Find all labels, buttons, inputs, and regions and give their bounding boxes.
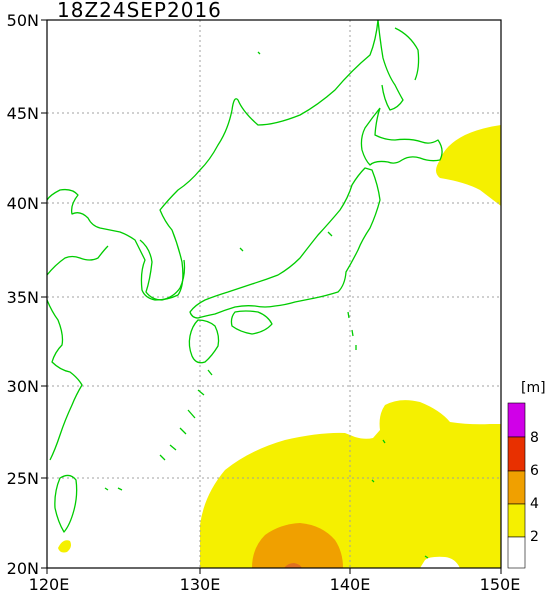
legend-label: 6 xyxy=(530,463,539,479)
coast-china-east xyxy=(46,299,83,461)
legend-label: 8 xyxy=(530,430,539,446)
legend-label: 4 xyxy=(530,496,539,512)
lat-label: 35N xyxy=(7,288,39,307)
grid-lines xyxy=(47,20,501,568)
legend: [m] 8 6 4 2 xyxy=(507,380,546,569)
lat-label: 25N xyxy=(7,469,39,488)
wave-height-fill xyxy=(58,125,501,568)
contour-4m xyxy=(252,523,343,568)
contour-6m xyxy=(284,563,302,568)
map-title: 18Z24SEP2016 xyxy=(57,0,222,22)
coast-mainland xyxy=(46,19,379,301)
lon-label: 150E xyxy=(480,575,521,594)
legend-label: 2 xyxy=(530,529,539,545)
lon-label: 140E xyxy=(330,575,371,594)
coast-kamchatka-edge xyxy=(394,27,420,81)
lat-label: 20N xyxy=(7,559,39,578)
lat-labels: 50N 45N 40N 35N 30N 25N 20N xyxy=(7,11,39,578)
lat-label: 40N xyxy=(7,194,39,213)
legend-swatch-red xyxy=(507,436,526,472)
lat-label: 45N xyxy=(7,104,39,123)
lat-label: 50N xyxy=(7,11,39,30)
legend-unit: [m] xyxy=(521,380,546,396)
tick-marks xyxy=(41,19,502,574)
legend-swatch-orange xyxy=(507,470,526,505)
lon-labels: 120E 130E 140E 150E xyxy=(29,575,521,594)
map-frame xyxy=(46,19,502,569)
contour-2m-south xyxy=(200,400,501,568)
coast-islands-misc xyxy=(104,51,429,559)
coast-ryukyu xyxy=(159,369,213,461)
lon-label: 120E xyxy=(29,575,70,594)
legend-swatch-yellow xyxy=(507,503,526,538)
coast-shikoku xyxy=(230,310,273,335)
coast-kyushu xyxy=(188,319,220,364)
coast-sakhalin xyxy=(377,19,404,111)
coast-izu xyxy=(347,311,357,350)
coast-honshu xyxy=(189,167,381,319)
coastlines xyxy=(46,19,443,559)
coast-hokkaido xyxy=(360,107,443,166)
coast-korea xyxy=(139,239,186,301)
coast-taiwan xyxy=(54,474,78,533)
small-patch-sw xyxy=(58,540,71,553)
lon-label: 130E xyxy=(180,575,221,594)
legend-swatch-purple xyxy=(507,402,526,438)
legend-swatch-white xyxy=(507,536,526,569)
contour-2m-northeast xyxy=(436,125,501,206)
lat-label: 30N xyxy=(7,377,39,396)
coast-bohai xyxy=(46,245,109,276)
